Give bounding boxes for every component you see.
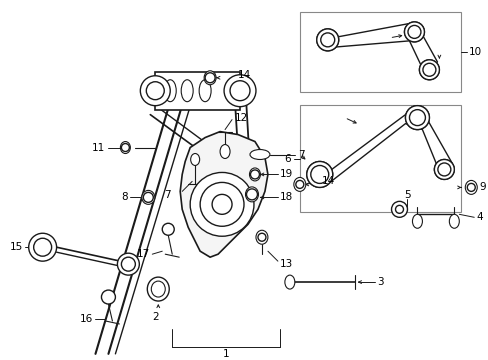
Ellipse shape <box>220 144 229 158</box>
Circle shape <box>433 159 453 179</box>
Text: 7: 7 <box>163 190 170 201</box>
Text: 9: 9 <box>478 183 485 192</box>
Circle shape <box>404 22 424 42</box>
Ellipse shape <box>448 214 458 228</box>
Ellipse shape <box>164 80 176 102</box>
Ellipse shape <box>249 149 269 159</box>
Polygon shape <box>319 23 436 79</box>
Circle shape <box>316 29 338 51</box>
Circle shape <box>204 73 215 83</box>
Text: 14: 14 <box>238 70 251 80</box>
Ellipse shape <box>120 141 130 153</box>
Circle shape <box>306 162 332 188</box>
Circle shape <box>407 26 420 39</box>
Text: 15: 15 <box>9 242 22 252</box>
Circle shape <box>34 238 52 256</box>
Bar <box>299 12 460 92</box>
Circle shape <box>405 106 428 130</box>
Circle shape <box>306 162 332 188</box>
Text: 16: 16 <box>80 314 93 324</box>
Ellipse shape <box>151 281 165 297</box>
Ellipse shape <box>181 80 193 102</box>
Text: 14: 14 <box>321 176 334 186</box>
Circle shape <box>437 163 450 176</box>
Ellipse shape <box>285 275 294 289</box>
Text: 7: 7 <box>297 149 304 159</box>
Ellipse shape <box>245 187 258 202</box>
Ellipse shape <box>203 71 216 85</box>
Circle shape <box>395 205 403 213</box>
Circle shape <box>295 180 303 188</box>
Circle shape <box>200 183 244 226</box>
Ellipse shape <box>147 277 169 301</box>
Ellipse shape <box>411 214 422 228</box>
Bar <box>299 105 460 212</box>
Ellipse shape <box>465 180 476 194</box>
Circle shape <box>316 29 338 51</box>
Circle shape <box>146 82 164 100</box>
Circle shape <box>121 144 129 152</box>
Circle shape <box>190 172 253 236</box>
Circle shape <box>121 257 135 271</box>
Ellipse shape <box>142 190 155 204</box>
Polygon shape <box>311 112 451 186</box>
Text: 4: 4 <box>475 212 482 222</box>
Text: 8: 8 <box>121 192 127 202</box>
Circle shape <box>250 170 259 179</box>
Circle shape <box>140 76 170 106</box>
Text: 19: 19 <box>279 170 292 179</box>
Circle shape <box>391 201 407 217</box>
Circle shape <box>310 166 328 183</box>
Circle shape <box>419 60 439 80</box>
Text: 6: 6 <box>284 154 290 165</box>
Circle shape <box>229 81 249 101</box>
Text: 1: 1 <box>223 349 229 359</box>
Circle shape <box>143 192 153 202</box>
Ellipse shape <box>190 153 199 166</box>
Circle shape <box>258 233 265 241</box>
Circle shape <box>320 33 334 47</box>
Circle shape <box>29 233 57 261</box>
Circle shape <box>404 22 424 42</box>
Text: 13: 13 <box>279 259 292 269</box>
Circle shape <box>419 60 439 80</box>
Circle shape <box>310 166 328 183</box>
Circle shape <box>437 163 450 176</box>
Circle shape <box>407 26 420 39</box>
Circle shape <box>408 110 425 126</box>
Circle shape <box>433 159 453 179</box>
Circle shape <box>212 194 232 214</box>
Circle shape <box>246 189 257 200</box>
Text: 2: 2 <box>152 312 158 322</box>
Circle shape <box>162 223 174 235</box>
Circle shape <box>224 75 255 107</box>
Circle shape <box>405 106 428 130</box>
Ellipse shape <box>249 168 260 181</box>
Text: 18: 18 <box>279 192 292 202</box>
Text: 3: 3 <box>377 277 384 287</box>
Ellipse shape <box>199 80 211 102</box>
Ellipse shape <box>255 230 267 244</box>
Bar <box>155 72 240 110</box>
Circle shape <box>101 290 115 304</box>
Polygon shape <box>180 131 267 257</box>
Text: 5: 5 <box>404 190 410 201</box>
Circle shape <box>117 253 139 275</box>
Circle shape <box>422 63 435 76</box>
Ellipse shape <box>293 177 305 192</box>
Text: 12: 12 <box>235 113 248 123</box>
Text: 11: 11 <box>92 143 105 153</box>
Circle shape <box>422 63 435 76</box>
Circle shape <box>467 183 474 192</box>
Circle shape <box>408 110 425 126</box>
Text: 17: 17 <box>137 249 150 259</box>
Circle shape <box>320 33 334 47</box>
Text: 10: 10 <box>468 47 482 57</box>
